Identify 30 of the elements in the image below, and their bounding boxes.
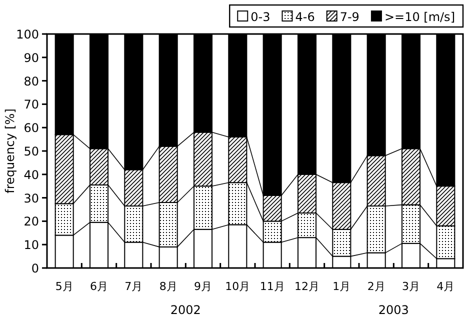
x-tick-label: 12月 <box>294 280 320 293</box>
y-tick-label: 70 <box>24 98 39 112</box>
x-tick-label: 6月 <box>90 280 108 293</box>
legend-label: 4-6 <box>295 10 315 24</box>
y-tick-label: 0 <box>31 262 39 276</box>
legend-label: >=10 [m/s] <box>384 10 455 24</box>
x-tick-label: 5月 <box>55 280 74 293</box>
y-tick-label: 100 <box>16 28 39 42</box>
x-tick-label: 10月 <box>225 280 250 293</box>
y-axis-title: frequency [%] <box>3 108 17 194</box>
x-tick-label: 11月 <box>260 280 285 293</box>
legend-label: 0-3 <box>250 10 270 24</box>
y-tick-label: 80 <box>24 74 39 88</box>
y-tick-label: 30 <box>24 191 39 206</box>
y-tick-label: 10 <box>24 238 39 252</box>
x-tick-label: 8月 <box>159 280 178 293</box>
y-tick-label: 20 <box>24 214 39 229</box>
legend-label: 7-9 <box>340 10 360 24</box>
x-tick-label: 9月 <box>194 280 212 293</box>
text: 2002 <box>170 303 201 317</box>
x-tick-label: 1月 <box>332 280 351 293</box>
x-tick-label: 2月 <box>367 280 386 293</box>
y-tick-label: 40 <box>24 168 39 182</box>
x-tick-label: 7月 <box>124 280 143 293</box>
y-tick-label: 60 <box>24 121 39 136</box>
x-tick-label: 3月 <box>402 280 420 293</box>
x-tick-label: 4月 <box>436 280 455 293</box>
text: 2003 <box>378 303 409 317</box>
y-tick-label: 50 <box>24 144 39 158</box>
y-tick-label: 90 <box>24 50 39 65</box>
